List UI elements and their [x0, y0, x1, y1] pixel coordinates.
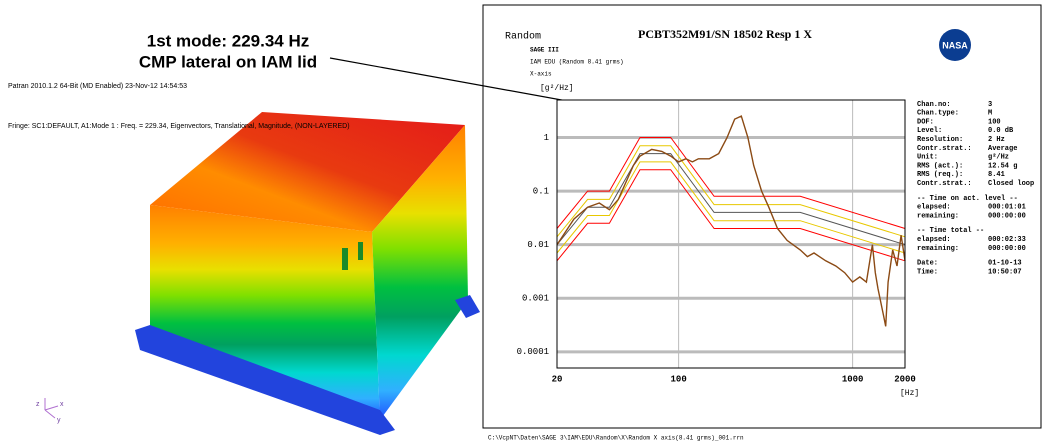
info-label: Level:: [917, 127, 942, 135]
chart-subtitle: X-axis: [530, 71, 552, 78]
info-value: 10:50:07: [988, 268, 1022, 276]
info-label: elapsed:: [917, 204, 951, 212]
info-label: Chan.no:: [917, 101, 951, 109]
x-tick-label: 1000: [842, 374, 864, 384]
info-label: Date:: [917, 260, 938, 268]
info-value: 2 Hz: [988, 136, 1005, 144]
info-value: 12.54 g: [988, 162, 1017, 170]
triad-label: z: [36, 401, 40, 408]
info-value: 000:02:33: [988, 236, 1026, 244]
info-value: 100: [988, 118, 1001, 126]
info-label: remaining:: [917, 245, 959, 253]
x-tick-label: 20: [552, 374, 563, 384]
info-label: RMS (req.):: [917, 171, 963, 179]
info-label: DOF:: [917, 118, 934, 126]
info-value: 000:00:00: [988, 212, 1026, 220]
logo-text: NASA: [942, 40, 968, 50]
info-label: Resolution:: [917, 136, 963, 144]
info-value: 8.41: [988, 171, 1005, 179]
annotation: 1st mode: 229.34 Hz: [147, 31, 310, 50]
info-label: Contr.strat.:: [917, 145, 972, 153]
y-tick-label: 0.1: [533, 186, 549, 196]
fea-model: z x y: [36, 112, 480, 435]
chart-title: PCBT352M91/SN 18502 Resp 1 X: [638, 27, 812, 41]
triad-label: x: [60, 401, 64, 408]
info-value: 3: [988, 101, 992, 109]
info-label: Chan.type:: [917, 110, 959, 118]
page: z x y Patran 2010.1.2 64-Bit (MD Enabled…: [0, 0, 1048, 445]
x-axis-label: [Hz]: [900, 389, 919, 398]
y-tick-label: 1: [544, 133, 549, 143]
y-tick-label: 0.001: [522, 294, 549, 304]
y-tick-label: 0.01: [527, 240, 549, 250]
info-label: remaining:: [917, 212, 959, 220]
info-label: elapsed:: [917, 236, 951, 244]
info-value: 0.0 dB: [988, 127, 1014, 135]
info-value: Average: [988, 145, 1017, 153]
footer: C:\VcpNT\Daten\SAGE 3\IAM\EDU\Random\X\R…: [488, 435, 744, 442]
x-tick-label: 2000: [894, 374, 916, 384]
triad: [45, 410, 55, 418]
info-value: 000:00:00: [988, 245, 1026, 253]
info-label: Unit:: [917, 154, 938, 162]
fea-header: Fringe: SC1:DEFAULT, A1:Mode 1 : Freq. =…: [8, 123, 350, 130]
info-value: g²/Hz: [988, 154, 1009, 162]
info-value: 000:01:01: [988, 204, 1026, 212]
info-label: -- Time on act. level --: [917, 195, 1018, 203]
x-tick-label: 100: [671, 374, 687, 384]
info-value: Closed loop: [988, 180, 1034, 188]
info-value: M: [988, 110, 992, 118]
triad: [45, 406, 58, 410]
bracket: [342, 248, 348, 270]
chart-mode: Random: [505, 31, 541, 43]
fea-header: Patran 2010.1.2 64-Bit (MD Enabled) 23-N…: [8, 83, 187, 90]
info-label: Contr.strat.:: [917, 180, 972, 188]
y-axis-label: [g²/Hz]: [540, 84, 574, 93]
chart-subtitle: SAGE III: [530, 47, 559, 54]
info-panel: Chan.no: 3 Chan.type: M DOF: 100 Level: 0.0 dB R…: [917, 101, 1034, 277]
chart-subtitle: IAM EDU (Random 8.41 grms): [530, 59, 624, 66]
y-tick-label: 0.0001: [517, 347, 549, 357]
annotation: CMP lateral on IAM lid: [139, 52, 317, 71]
info-value: 01-10-13: [988, 260, 1022, 268]
info-label: -- Time total --: [917, 227, 984, 235]
triad-label: y: [57, 417, 61, 424]
bracket: [358, 242, 363, 260]
info-label: RMS (act.):: [917, 162, 963, 170]
info-label: Time:: [917, 268, 938, 276]
